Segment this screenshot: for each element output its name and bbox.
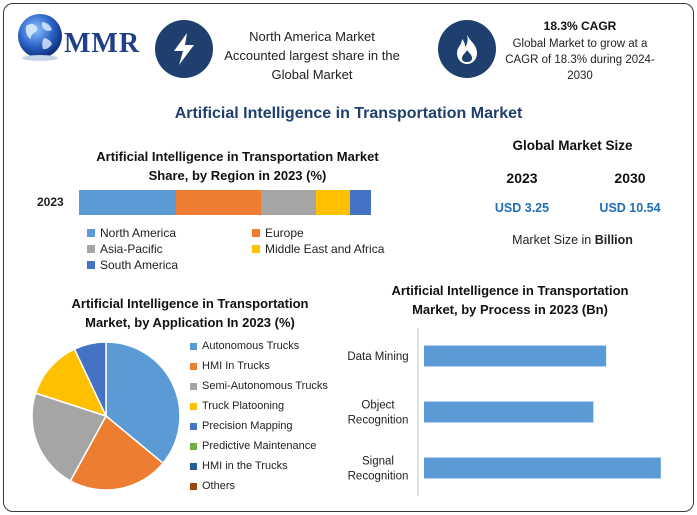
process-category-label: Signal Recognition [348, 456, 409, 483]
application-pie-chart [31, 341, 181, 491]
cagr-text: Global Market to grow at a CAGR of 18.3%… [496, 36, 664, 84]
application-legend: Autonomous Trucks HMI In Trucks Semi-Auton… [190, 336, 350, 496]
flame-icon [457, 34, 477, 64]
flame-badge [438, 20, 496, 78]
application-chart-title: Artificial Intelligence in Transportatio… [30, 294, 350, 332]
process-bar-signal-recognition [424, 457, 661, 479]
application-legend-item: Predictive Maintenance [190, 436, 350, 456]
legend-swatch [190, 482, 197, 490]
region-legend-item: Europe [252, 226, 417, 240]
region-legend-item: Asia-Pacific [87, 242, 252, 256]
highlight-line: Accounted largest share in the [224, 48, 400, 63]
market-value-2023: USD 3.25 [494, 201, 550, 215]
cagr-title: 18.3% CAGR [543, 19, 617, 33]
process-category-label: Object Recognition [348, 400, 409, 427]
legend-swatch [87, 261, 95, 269]
cagr-line: 2030 [567, 70, 593, 82]
market-value-2030: USD 10.54 [599, 201, 661, 215]
legend-label: Truck Platooning [202, 400, 285, 412]
application-title-line: Market, by Application In 2023 (%) [85, 315, 295, 330]
process-chart-title: Artificial Intelligence in Transportatio… [365, 281, 655, 319]
market-size-title: Global Market Size [512, 138, 633, 153]
application-legend-item: Truck Platooning [190, 396, 350, 416]
legend-swatch [190, 362, 197, 370]
application-legend-item: HMI in the Trucks [190, 456, 350, 476]
unit-bold: Billion [594, 233, 633, 247]
region-bar-segment-north-america [79, 190, 177, 215]
legend-label: Precision Mapping [202, 420, 293, 432]
process-bar-chart: Data Mining Object Recognition Signal Recogn… [347, 328, 661, 496]
legend-swatch [190, 422, 197, 430]
legend-label: Semi-Autonomous Trucks [202, 380, 328, 392]
legend-swatch [252, 229, 260, 237]
legend-swatch [87, 245, 95, 253]
legend-label: Autonomous Trucks [202, 340, 300, 352]
legend-swatch [190, 342, 197, 350]
region-bar-segment-europe [176, 190, 262, 215]
legend-swatch [252, 245, 260, 253]
legend-label: HMI In Trucks [202, 360, 270, 372]
legend-swatch [190, 402, 197, 410]
legend-label: HMI in the Trucks [202, 460, 288, 472]
main-title: Artificial Intelligence in Transportatio… [174, 105, 523, 122]
legend-label: Middle East and Africa [265, 242, 385, 256]
pie-slice-precision-mapping [73, 341, 107, 417]
region-category-label: 2023 [37, 195, 64, 209]
region-legend-item: Middle East and Africa [252, 242, 417, 256]
legend-label: Predictive Maintenance [202, 440, 317, 452]
application-legend-item: HMI In Trucks [190, 356, 350, 376]
application-legend-item: Autonomous Trucks [190, 336, 350, 356]
application-legend-item: Semi-Autonomous Trucks [190, 376, 350, 396]
highlight-line: Global Market [271, 67, 353, 82]
north-america-highlight: North America Market Accounted largest s… [212, 27, 412, 84]
infographic-frame [3, 3, 694, 512]
process-bar-object-recognition [424, 401, 594, 423]
lightning-icon [174, 33, 194, 65]
legend-swatch [190, 442, 197, 450]
application-title-line: Artificial Intelligence in Transportatio… [71, 296, 309, 311]
highlight-line: North America Market [249, 29, 375, 44]
logo-text: MMR [64, 28, 141, 59]
pie-slice-semi-autonomous-trucks [31, 392, 108, 482]
process-title-line: Market, by Process in 2023 (Bn) [412, 302, 608, 317]
unit-prefix: Market Size in [512, 233, 595, 247]
region-bar-segment-middle-east-and-africa [316, 190, 350, 215]
cagr-line: CAGR of 18.3% during 2024- [505, 54, 655, 66]
region-title-line: Artificial Intelligence in Transportatio… [96, 149, 379, 164]
market-year-2023: 2023 [506, 170, 538, 186]
cagr-highlight: 18.3% CAGR Global Market to grow at a CA… [496, 19, 664, 84]
lightning-badge [155, 20, 213, 78]
legend-label: South America [100, 258, 179, 272]
region-title-line: Share, by Region in 2023 (%) [148, 168, 327, 183]
region-bar-segment-south-america [349, 190, 371, 215]
pie-slice-hmi-in-trucks [69, 414, 165, 491]
legend-swatch [190, 382, 197, 390]
region-chart-title: Artificial Intelligence in Transportatio… [40, 147, 435, 185]
pie-slice-truck-platooning [34, 348, 108, 418]
process-bar-data-mining [424, 345, 607, 367]
mmr-logo: MMR [12, 10, 140, 66]
cagr-line: Global Market to grow at a [512, 38, 648, 50]
market-year-2030: 2030 [614, 170, 646, 186]
application-legend-item: Others [190, 476, 350, 496]
market-size-unit: Market Size in Billion [480, 233, 665, 247]
pie-slice-autonomous-trucks [105, 341, 181, 465]
region-legend-item: North America [87, 226, 252, 240]
globe-icon [18, 14, 62, 61]
region-bar-segment-asia-pacific [261, 190, 317, 215]
application-legend-item: Precision Mapping [190, 416, 350, 436]
legend-swatch [190, 462, 197, 470]
process-title-line: Artificial Intelligence in Transportatio… [391, 283, 629, 298]
legend-swatch [87, 229, 95, 237]
region-legend: North America Europe Asia-Pacific Middle Ea… [87, 226, 417, 272]
region-legend-item: South America [87, 258, 252, 272]
legend-label: Asia-Pacific [100, 242, 163, 256]
process-category-label: Data Mining [347, 351, 408, 363]
legend-label: North America [100, 226, 177, 240]
region-stacked-bar [79, 190, 379, 215]
legend-label: Europe [265, 226, 304, 240]
legend-label: Others [202, 480, 236, 492]
